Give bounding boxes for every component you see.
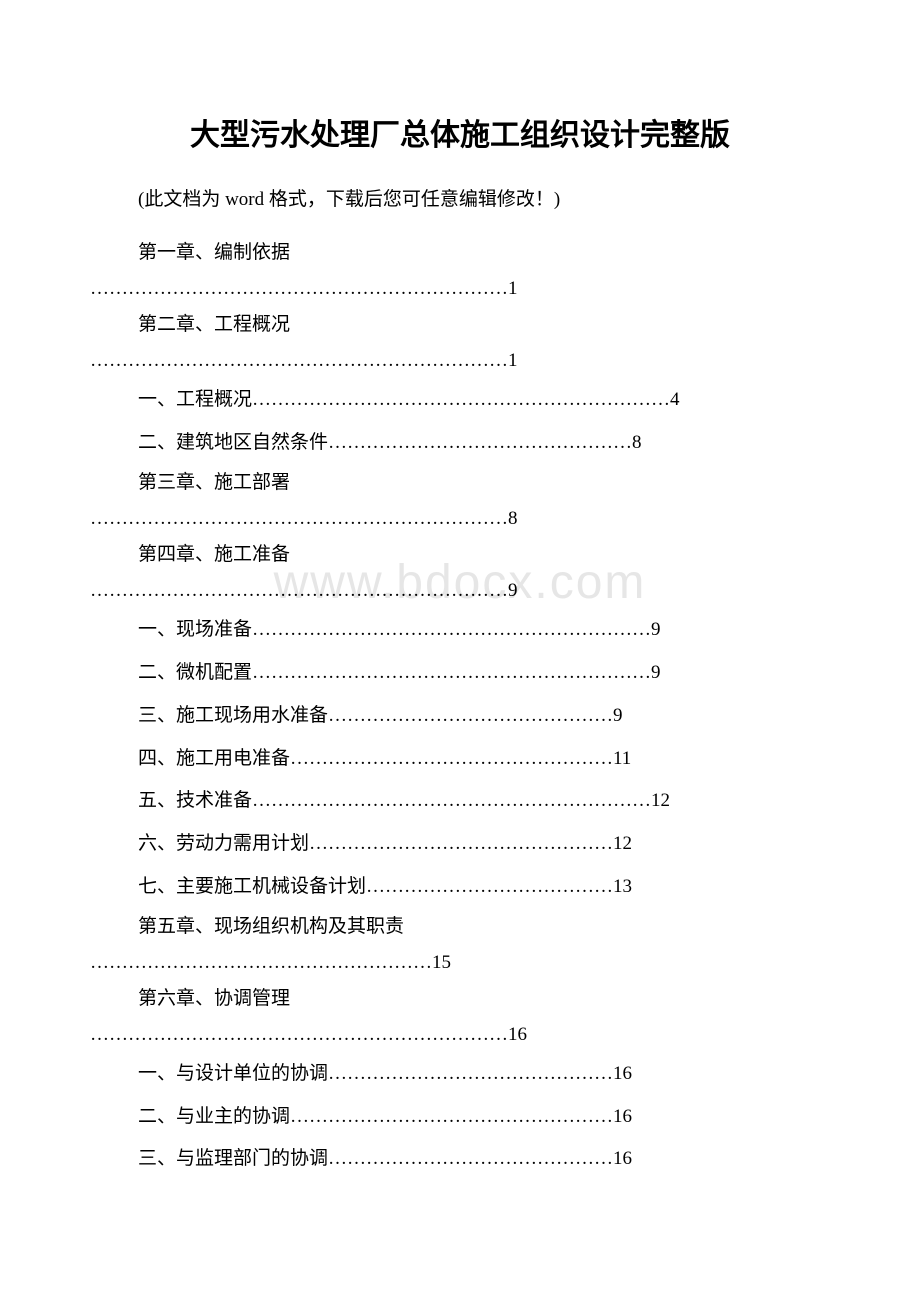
toc-subentry: 五、技术准备………………………………………………………12 <box>90 780 830 823</box>
toc-subentry: 二、建筑地区自然条件…………………………………………8 <box>90 422 830 465</box>
toc-entry: 第二章、工程概况 …………………………………………………………1 <box>90 307 830 379</box>
toc-label: 第二章、工程概况 <box>90 307 830 343</box>
toc-subentry: 二、微机配置………………………………………………………9 <box>90 652 830 695</box>
toc-subentry: 一、现场准备………………………………………………………9 <box>90 609 830 652</box>
toc-subentry: 三、施工现场用水准备………………………………………9 <box>90 695 830 738</box>
document-title: 大型污水处理厂总体施工组织设计完整版 <box>90 110 830 154</box>
toc-entry: 第三章、施工部署 …………………………………………………………8 <box>90 465 830 537</box>
toc-subentry: 四、施工用电准备……………………………………………11 <box>90 738 830 781</box>
toc-subentry: 一、与设计单位的协调………………………………………16 <box>90 1053 830 1096</box>
toc-entry: 第五章、现场组织机构及其职责 ………………………………………………15 <box>90 909 830 981</box>
toc-label: 第四章、施工准备 <box>90 537 830 573</box>
toc-label: 第五章、现场组织机构及其职责 <box>90 909 830 945</box>
toc-subentry: 三、与监理部门的协调………………………………………16 <box>90 1138 830 1181</box>
toc-dots: …………………………………………………………16 <box>90 1017 830 1053</box>
toc-subentry: 二、与业主的协调……………………………………………16 <box>90 1096 830 1139</box>
toc-entry: 第四章、施工准备 …………………………………………………………9 <box>90 537 830 609</box>
toc-dots: ………………………………………………15 <box>90 945 830 981</box>
toc-dots: …………………………………………………………8 <box>90 501 830 537</box>
document-note: (此文档为 word 格式，下载后您可任意编辑修改！) <box>90 184 830 211</box>
document-content: 大型污水处理厂总体施工组织设计完整版 (此文档为 word 格式，下载后您可任意… <box>90 110 830 1181</box>
toc-label: 第一章、编制依据 <box>90 235 830 271</box>
toc-subentry: 七、主要施工机械设备计划…………………………………13 <box>90 866 830 909</box>
toc-subentry: 一、工程概况…………………………………………………………4 <box>90 379 830 422</box>
toc-entry: 第一章、编制依据 …………………………………………………………1 <box>90 235 830 307</box>
toc-entry: 第六章、协调管理 …………………………………………………………16 <box>90 981 830 1053</box>
toc-dots: …………………………………………………………1 <box>90 343 830 379</box>
toc-label: 第三章、施工部署 <box>90 465 830 501</box>
toc-dots: …………………………………………………………9 <box>90 573 830 609</box>
toc-label: 第六章、协调管理 <box>90 981 830 1017</box>
toc-subentry: 六、劳动力需用计划…………………………………………12 <box>90 823 830 866</box>
toc-dots: …………………………………………………………1 <box>90 271 830 307</box>
